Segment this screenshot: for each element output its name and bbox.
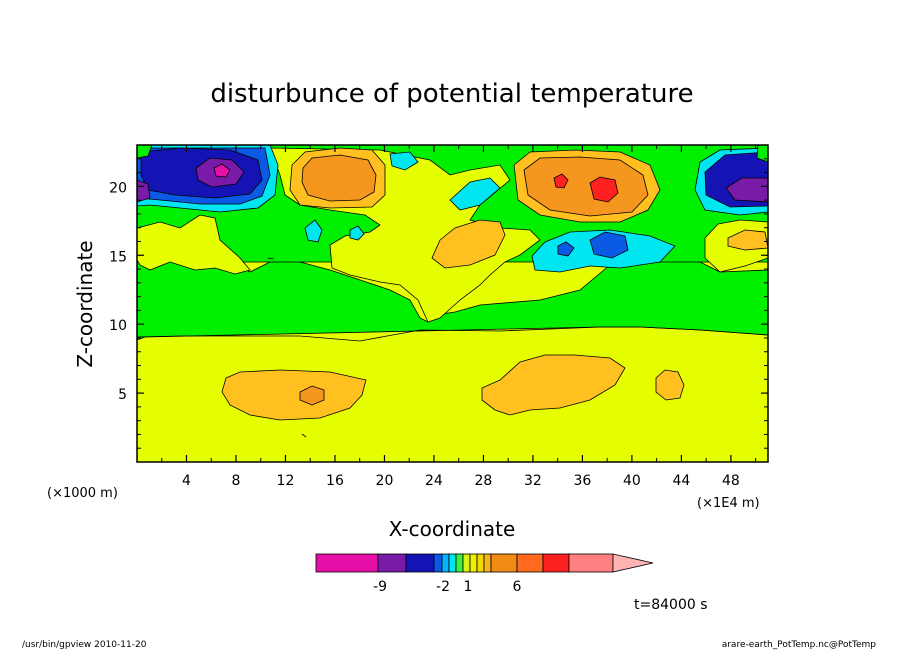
x-tick-label: 16 [326,473,344,489]
dark-orange-blob-left [301,154,377,202]
x-tick-label: 40 [623,473,641,489]
plot-frame [136,144,769,463]
colorbar-tick-label: 6 [513,579,522,595]
yellow-top-left-pocket [136,214,251,275]
colorbar-segment [469,553,478,573]
blue-patch-right-b [557,241,575,257]
footer-left: /usr/bin/gpview 2010-11-20 [22,640,147,650]
dark-orange-blob-right [523,156,649,217]
cyan-patch-top [389,151,419,171]
colorbar-segment [377,553,407,573]
x-tick-label: 44 [672,473,690,489]
colorbar-segment [433,553,443,573]
colorbar-segment [455,553,464,573]
cyan-patch-mid-left-2 [349,225,365,241]
colorbar-segment [441,553,450,573]
orange-low-center [481,354,626,416]
x-tick-label: 32 [524,473,542,489]
colorbar: -9 -2 1 6 [315,553,654,595]
orange-low-left [221,369,367,421]
y-tick-label: 15 [109,249,127,265]
colorbar-segment [405,553,435,573]
dark-orange-low-left [299,385,325,406]
chart-title: disturbunce of potential temperature [210,79,693,109]
orange-low-right [655,369,685,401]
orange-mid-center [431,219,506,269]
x-tick-label: 20 [376,473,394,489]
x-axis-title: X-coordinate [389,517,516,541]
x-unit-left: (×1000 m) [47,486,118,501]
colorbar-segment [568,553,614,573]
y-axis-title: Z-coordinate [73,240,97,367]
x-tick-label: 36 [573,473,591,489]
colorbar-tick-label: 1 [464,579,473,595]
small-speck-2 [267,257,275,260]
colorbar-segment [315,553,379,573]
x-tick-label: 48 [722,473,740,489]
blue-patch-right-a [589,231,629,259]
x-tick-label: 4 [182,473,191,489]
x-tick-label: 12 [277,473,295,489]
colorbar-tick-label: -2 [436,579,450,595]
x-unit-right: (×1E4 m) [697,496,760,511]
cyan-patch-mid-left [304,219,323,243]
x-tick-label: 24 [425,473,443,489]
cyan-patch-center [449,177,501,211]
colorbar-segment [516,553,544,573]
colorbar-segment [483,553,492,573]
red-core-right-a [589,176,619,203]
colorbar-segment [476,553,485,573]
colorbar-segment [448,553,457,573]
green-lower-edge [136,326,769,342]
plot-area [136,144,769,463]
magenta-core-left [213,163,231,178]
small-speck [301,433,307,438]
y-tick-label: 5 [118,387,127,403]
colorbar-tick-label: -9 [373,579,387,595]
y-tick-label: 10 [109,318,127,334]
colorbar-segment [462,553,471,573]
footer-right: arare-earth_PotTemp.nc@PotTemp [721,640,876,650]
x-tick-label: 8 [232,473,241,489]
y-tick-label: 20 [109,180,127,196]
time-label: t=84000 s [634,597,708,613]
potential-temperature-chart: disturbunce of potential temperature [47,79,769,613]
colorbar-arrow [612,553,654,573]
colorbar-segment [542,553,570,573]
x-tick-label: 28 [475,473,493,489]
red-core-right-b [553,173,569,189]
colorbar-segment [490,553,518,573]
